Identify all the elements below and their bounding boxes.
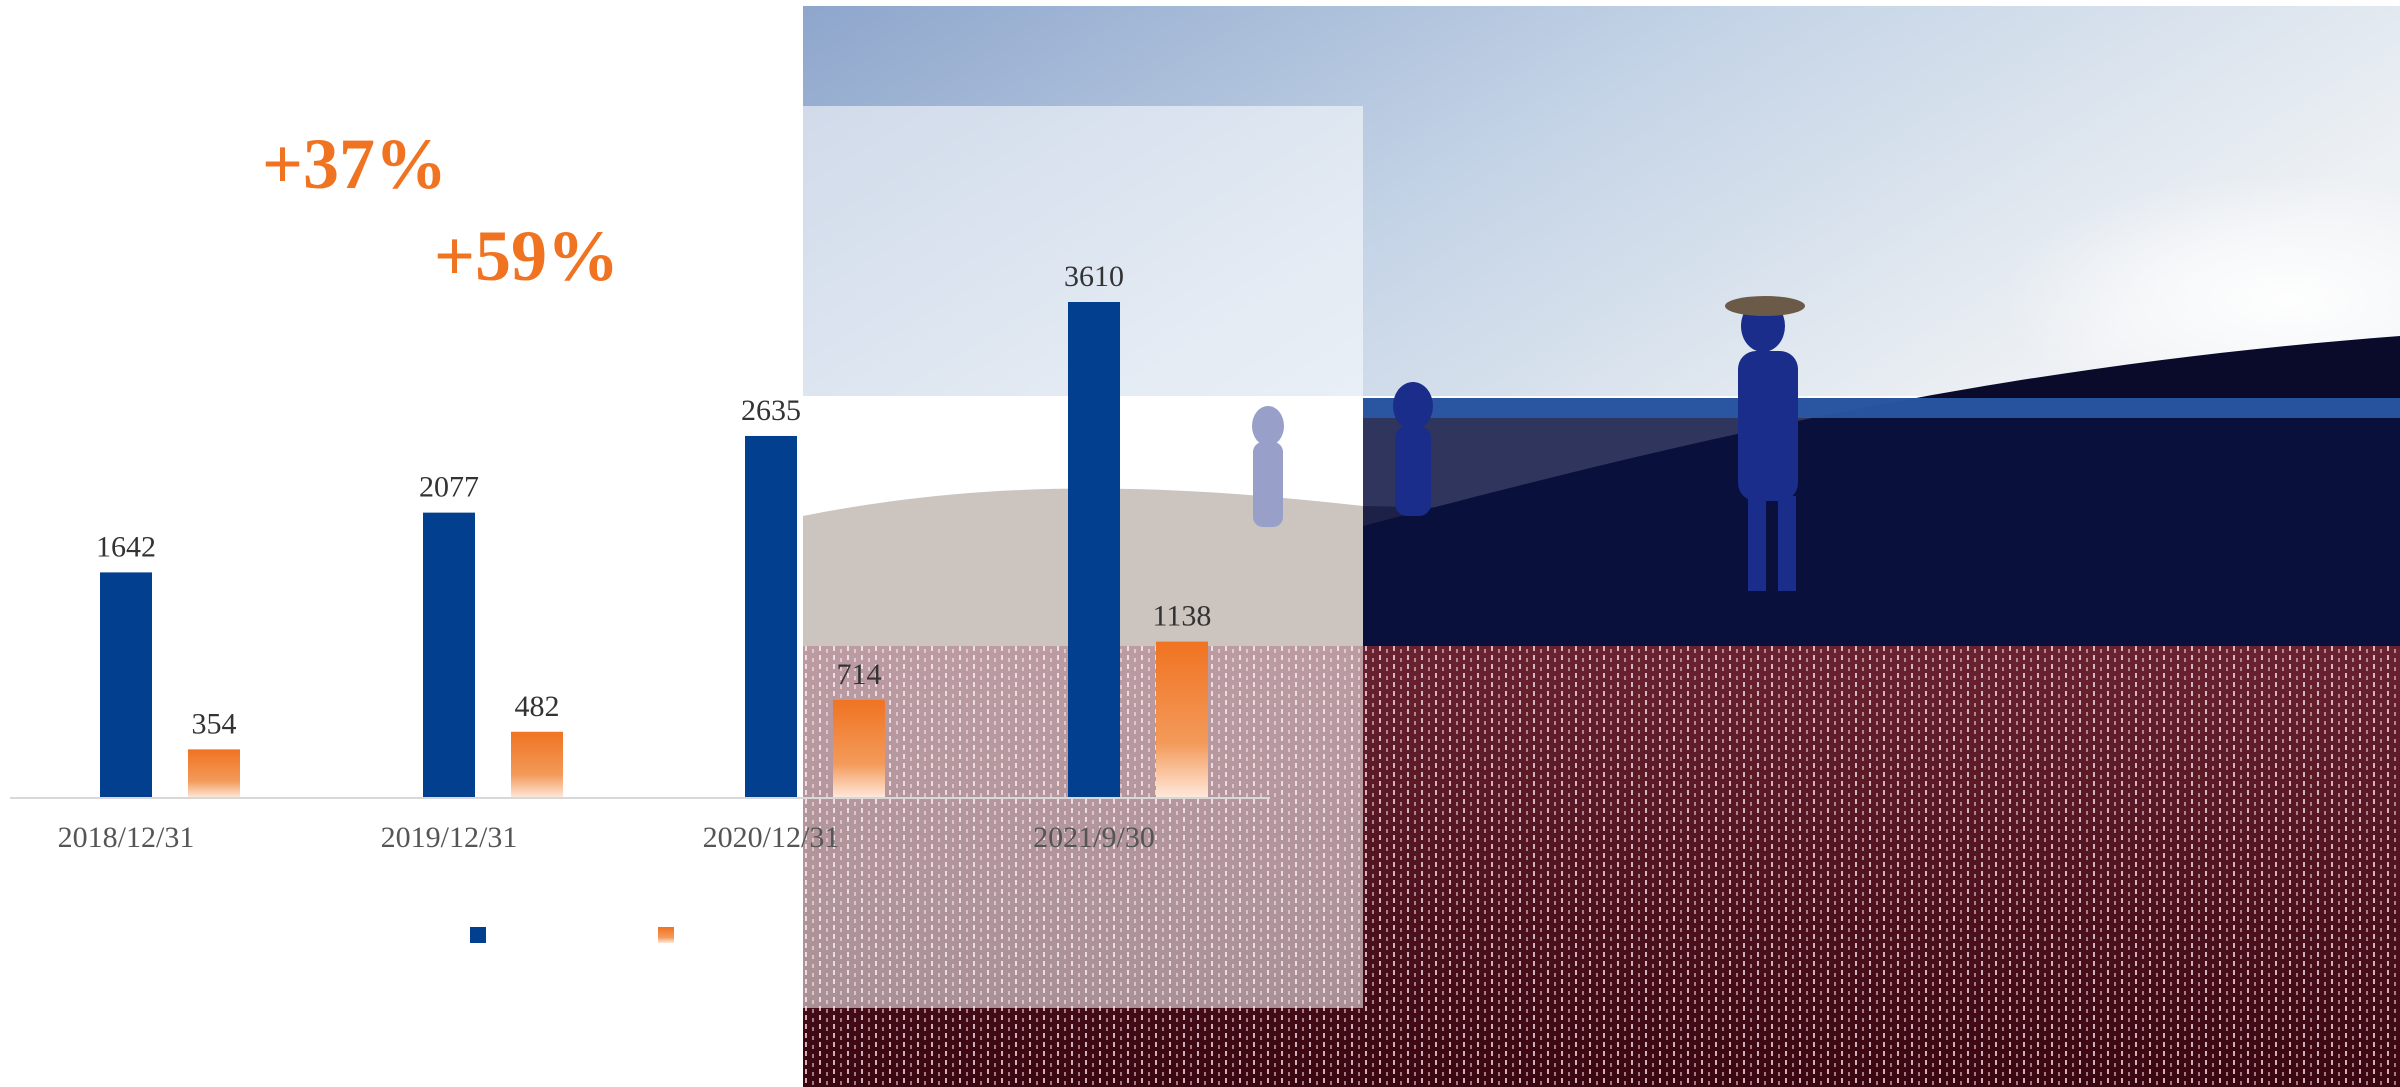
data-label-series-1-2: 2077 bbox=[419, 471, 479, 504]
data-label-series-2-3: 714 bbox=[837, 658, 882, 691]
bar-series-1-2 bbox=[423, 512, 475, 798]
legend-swatch-series-2 bbox=[658, 927, 674, 943]
growth-label-2: +59% bbox=[434, 216, 620, 296]
category-label-1: 2018/12/31 bbox=[58, 821, 195, 854]
bar-series-1-4 bbox=[1068, 302, 1120, 798]
legend bbox=[470, 927, 674, 943]
data-label-series-1-3: 2635 bbox=[741, 394, 801, 427]
bar-series-1-1 bbox=[100, 572, 152, 798]
data-label-series-2-2: 482 bbox=[515, 690, 560, 723]
bar-series-2-4 bbox=[1156, 641, 1208, 798]
category-label-4: 2021/9/30 bbox=[1033, 821, 1155, 854]
bar-series-2-3 bbox=[833, 699, 885, 798]
data-label-series-2-1: 354 bbox=[192, 707, 237, 740]
data-label-series-2-4: 1138 bbox=[1153, 600, 1212, 633]
category-label-2: 2019/12/31 bbox=[381, 821, 518, 854]
data-label-series-1-4: 3610 bbox=[1064, 260, 1124, 293]
growth-label-1: +37% bbox=[262, 124, 448, 204]
data-label-series-1-1: 1642 bbox=[96, 530, 156, 563]
bar-series-2-1 bbox=[188, 749, 240, 798]
bar-series-1-3 bbox=[745, 435, 797, 798]
category-label-3: 2020/12/31 bbox=[703, 821, 840, 854]
legend-swatch-series-1 bbox=[470, 927, 486, 943]
bar-series-2-2 bbox=[511, 731, 563, 798]
